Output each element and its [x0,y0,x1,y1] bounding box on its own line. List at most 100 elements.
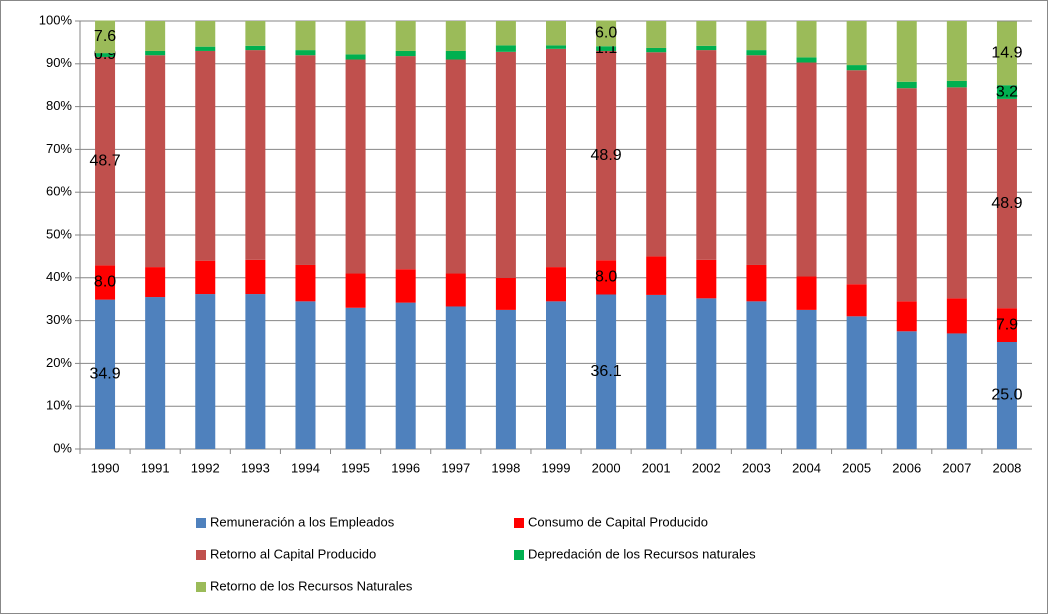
bar-segment [145,50,166,56]
bar-segment [596,20,617,47]
legend-label: Consumo de Capital Producido [528,514,708,529]
bar-segment [796,62,817,277]
bar-segment [195,294,216,449]
bar-segment [395,21,416,51]
bar-segment [245,294,266,449]
bar-segment [896,331,917,449]
bar-segment [846,284,867,317]
bar-segment [896,301,917,332]
bar-segment [145,55,166,268]
bar-segment [245,21,266,46]
data-label: 34.9 [89,366,120,383]
bar-segment [295,264,316,302]
bar-segment [295,301,316,449]
bar-segment [896,81,917,89]
bar-segment [345,59,366,274]
bar-segment [796,21,817,58]
data-label: 7.6 [94,28,116,45]
x-tick-label: 1991 [141,460,170,475]
legend-label: Retorno de los Recursos Naturales [210,578,413,593]
bar-segment [896,21,917,82]
bar-segment [445,273,466,307]
x-tick-label: 2007 [942,460,971,475]
bar-segment [295,55,316,265]
bar-segment [295,50,316,56]
legend-swatch [514,550,524,560]
bar-segment [95,56,116,266]
bar-segment [746,301,767,449]
bar-segment [996,342,1017,449]
data-label: 14.9 [991,45,1022,62]
bar-segment [546,267,566,302]
x-tick-label: 1999 [542,460,571,475]
bar-segment [95,53,116,57]
bar-segment [646,294,667,449]
bar-segment [646,21,667,48]
x-tick-label: 1993 [241,460,270,475]
data-label: 8.0 [595,269,617,286]
bar-segment [245,259,266,295]
bar-segment [796,309,817,449]
bar-segment [746,55,767,265]
bar-segment [546,45,566,49]
bar-segment [495,277,516,310]
bar-segment [796,57,817,63]
y-tick-label: 100% [39,12,73,27]
bar-segment [746,264,767,302]
bar-segment [245,45,266,51]
bar-segment [145,297,166,449]
bar-segment [596,260,617,295]
bar-segment [846,316,867,449]
bar-segment [195,46,216,51]
x-tick-label: 1994 [291,460,320,475]
y-tick-label: 50% [46,226,72,241]
bar-segment [445,59,466,274]
bar-segment [596,294,617,449]
bar-segment [495,309,516,449]
bar-segment [445,306,466,449]
x-tick-label: 2004 [792,460,821,475]
bar-segment [696,50,717,260]
bar-segment [896,88,917,302]
bar-segment [345,21,366,55]
bar-segment [495,45,516,52]
data-label: 25.0 [991,387,1022,404]
bar-segment [145,21,166,51]
y-tick-label: 90% [46,55,72,70]
x-tick-label: 2006 [892,460,921,475]
bar-segment [696,298,717,449]
y-tick-label: 30% [46,312,72,327]
bar-segment [345,273,366,308]
x-tick-label: 1992 [191,460,220,475]
bar-segment [846,70,867,285]
x-tick-label: 1996 [391,460,420,475]
y-tick-label: 40% [46,269,72,284]
legend-swatch [196,550,206,560]
x-tick-label: 1990 [91,460,120,475]
bar-segment [646,256,667,295]
bar-segment [846,65,867,71]
bar-segment [996,21,1017,86]
bar-segment [846,21,867,66]
data-label: 6.0 [595,25,617,42]
bar-segment [395,56,416,270]
bar-segment [946,298,967,334]
bar-segment [546,21,566,46]
bar-segment [996,98,1017,309]
data-label: 36.1 [591,363,622,380]
data-label: 8.0 [94,274,116,291]
x-tick-label: 1998 [491,460,520,475]
bar-segment [95,20,116,54]
bar-segment [345,307,366,449]
legend-swatch [196,518,206,528]
bar-segment [245,50,266,260]
legend-swatch [514,518,524,528]
x-tick-label: 2003 [742,460,771,475]
bar-segment [195,21,216,47]
y-tick-label: 20% [46,355,72,370]
bar-segment [996,85,1017,99]
bar-segment [445,50,466,60]
bar-segment [596,46,617,51]
legend-label: Remuneración a los Empleados [210,514,395,529]
x-tick-label: 2002 [692,460,721,475]
